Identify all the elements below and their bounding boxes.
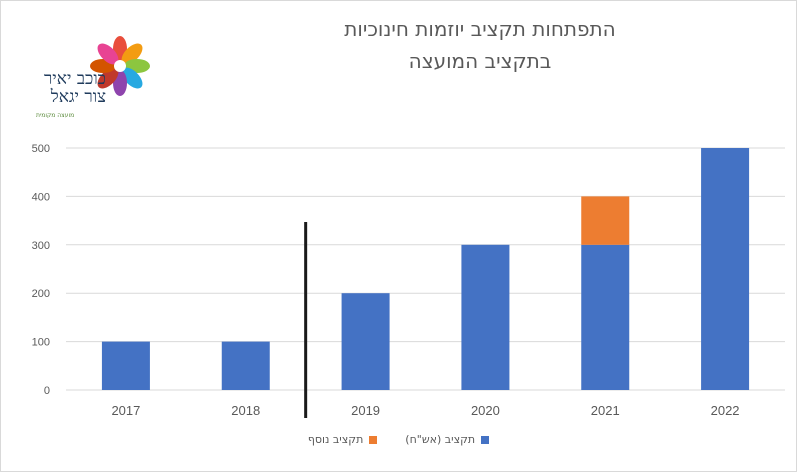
chart-legend: תקציב (אש"ח) תקציב נוסף — [0, 433, 797, 446]
flower-logo-icon — [90, 36, 150, 96]
gridlines — [66, 147, 785, 391]
y-tick-label: 400 — [32, 191, 50, 203]
x-tick-label-2018: 2018 — [231, 403, 260, 418]
x-tick-label-2020: 2020 — [471, 403, 500, 418]
x-tick-label-2022: 2022 — [711, 403, 740, 418]
legend-item-base: תקציב (אש"ח) — [405, 433, 490, 446]
chart-title-line1: התפתחות תקציב יוזמות חינוכיות — [344, 17, 616, 41]
y-tick-label: 300 — [32, 240, 50, 252]
bar-2020-series-0 — [461, 244, 510, 390]
bar-2021-series-0 — [581, 244, 630, 390]
bar-2018-series-0 — [221, 341, 270, 390]
bar-2019-series-0 — [341, 293, 390, 390]
y-tick-label: 500 — [32, 143, 50, 155]
x-tick-label-2021: 2021 — [591, 403, 620, 418]
legend-item-extra: תקציב נוסף — [307, 433, 378, 446]
chart-title-line2: בתקציב המועצה — [408, 49, 552, 73]
x-axis-ticks: 2017 2018 2019 2020 2021 2022 — [111, 403, 739, 418]
logo-text-line2: צור יגאל — [50, 87, 106, 107]
bars — [101, 148, 750, 390]
y-axis-ticks: 0 100 200 300 400 500 — [32, 143, 50, 397]
legend-swatch-extra — [369, 435, 378, 444]
y-tick-label: 100 — [32, 337, 50, 349]
logo-subtext: מועצה מקומית — [36, 112, 75, 119]
x-tick-label-2017: 2017 — [111, 403, 140, 418]
logo-text-line1: כוכב יאיר — [43, 69, 106, 89]
council-logo: כוכב יאיר צור יגאל מועצה מקומית — [28, 36, 158, 128]
y-tick-label: 200 — [32, 288, 50, 300]
x-tick-label-2019: 2019 — [351, 403, 380, 418]
bar-2021-series-1 — [581, 196, 630, 245]
bar-2022-series-0 — [701, 148, 750, 390]
legend-swatch-base — [481, 435, 490, 444]
bar-2017-series-0 — [101, 341, 150, 390]
legend-label-base: תקציב (אש"ח) — [405, 433, 476, 446]
logo-text: כוכב יאיר צור יגאל — [28, 70, 106, 106]
y-tick-label: 0 — [44, 385, 50, 397]
legend-label-extra: תקציב נוסף — [307, 433, 364, 446]
